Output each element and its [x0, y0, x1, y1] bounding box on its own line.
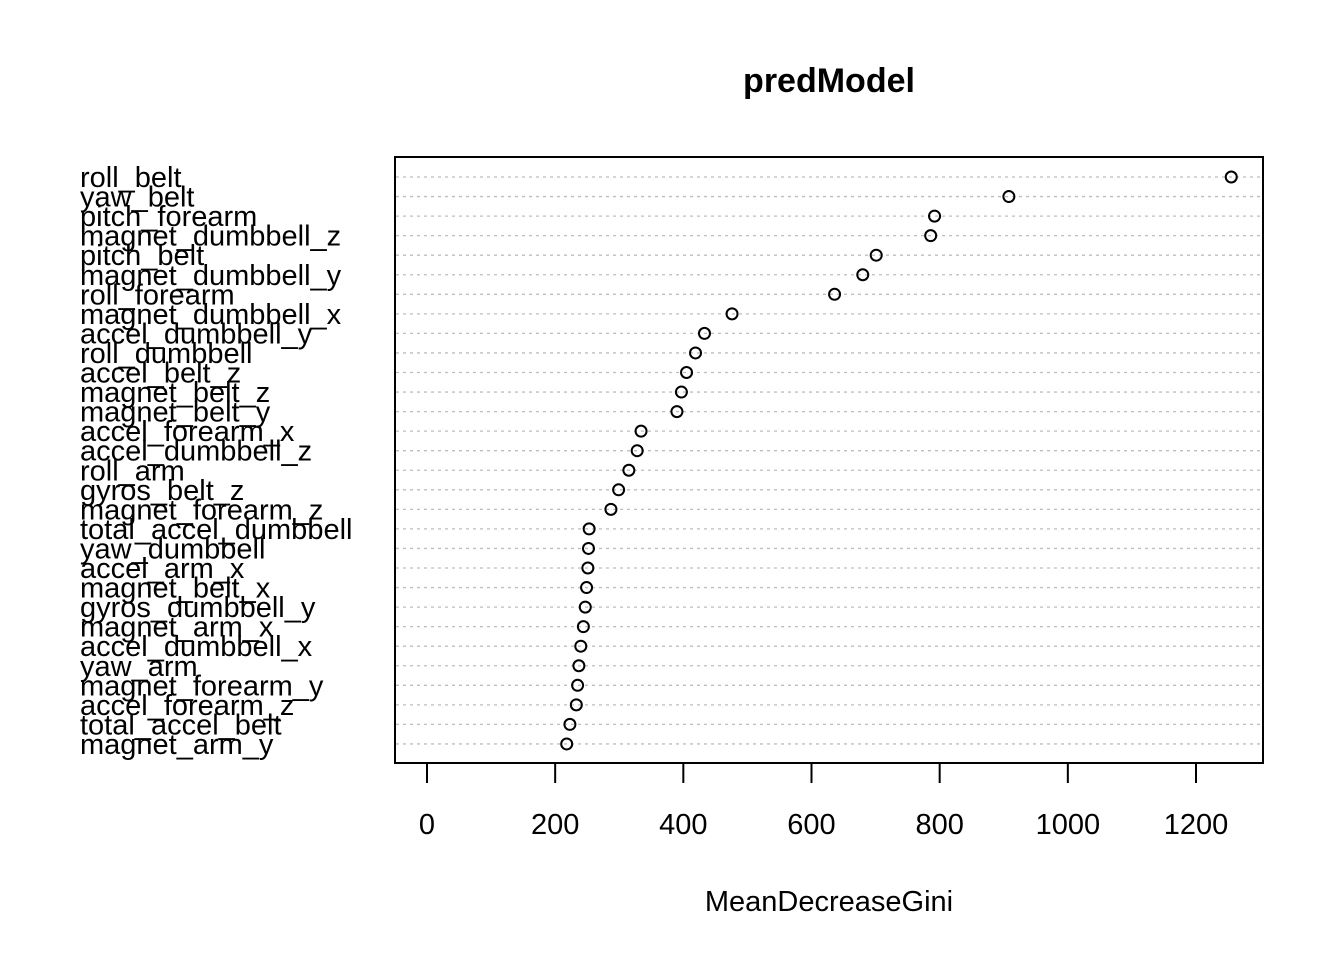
- category-label: magnet_belt_y: [80, 397, 271, 429]
- x-tick-label: 600: [787, 809, 835, 841]
- data-point: [828, 287, 842, 301]
- category-label: accel_arm_x: [80, 553, 245, 585]
- data-point: [560, 737, 574, 751]
- data-point: [680, 366, 694, 379]
- category-label: accel_dumbbell_x: [80, 631, 313, 663]
- data-point: [725, 307, 739, 321]
- category-label: gyros_belt_z: [80, 475, 244, 507]
- data-point: [634, 424, 648, 438]
- x-tick-label: 1200: [1164, 809, 1229, 841]
- x-tick-label: 400: [659, 809, 707, 841]
- data-point: [670, 405, 684, 419]
- category-label: accel_dumbbell_y: [80, 318, 313, 350]
- category-label: magnet_forearm_z: [80, 494, 323, 526]
- category-label: accel_dumbbell_z: [80, 436, 312, 468]
- category-label: magnet_belt_x: [80, 573, 271, 605]
- category-label: magnet_arm_y: [80, 729, 274, 761]
- category-label: yaw_arm: [80, 651, 198, 683]
- data-point: [924, 229, 938, 243]
- x-tick-label: 800: [915, 809, 963, 841]
- data-point: [674, 385, 688, 399]
- data-point: [572, 659, 586, 673]
- category-label: magnet_dumbbell_y: [80, 260, 342, 292]
- category-label: gyros_dumbbell_y: [80, 592, 316, 624]
- category-label: total_accel_belt: [80, 709, 282, 741]
- x-axis-ticks: 0 200 400 600 800 1000 1200: [419, 763, 1228, 841]
- category-label: magnet_arm_x: [80, 612, 274, 644]
- data-point: [563, 717, 577, 731]
- category-label: magnet_dumbbell_z: [80, 221, 341, 253]
- category-labels: roll_beltyaw_beltpitch_forearmmagnet_dum…: [80, 162, 352, 761]
- data-point: [928, 209, 942, 223]
- category-label: roll_dumbbell: [80, 338, 253, 370]
- data-point: [622, 463, 636, 477]
- category-label: yaw_dumbbell: [80, 533, 265, 565]
- data-point: [1002, 190, 1016, 204]
- data-point: [869, 248, 883, 262]
- grid-lines: [396, 176, 1262, 745]
- data-point: [582, 522, 596, 536]
- data-point: [856, 268, 870, 282]
- x-tick-label: 1000: [1036, 809, 1101, 841]
- plot-area-frame: [394, 156, 1264, 764]
- data-point: [689, 346, 703, 360]
- data-point: [630, 444, 644, 458]
- x-axis: 0 200 400 600 800 1000 1200: [419, 762, 1228, 841]
- data-point: [580, 581, 594, 595]
- category-label: accel_forearm_z: [80, 690, 294, 722]
- data-point: [1224, 170, 1238, 184]
- data-point: [571, 678, 585, 692]
- category-label: yaw_belt: [80, 182, 194, 214]
- x-tick-label: 0: [419, 809, 435, 841]
- category-label: roll_forearm: [80, 279, 235, 311]
- category-label: magnet_dumbbell_x: [80, 299, 342, 331]
- data-point: [578, 600, 592, 614]
- data-point: [697, 326, 711, 340]
- data-point: [576, 620, 590, 634]
- category-label: pitch_forearm: [80, 201, 257, 233]
- category-label: roll_belt: [80, 162, 182, 194]
- category-label: roll_arm: [80, 455, 185, 487]
- category-label: accel_forearm_x: [80, 416, 295, 448]
- category-label: total_accel_dumbbell: [80, 514, 352, 546]
- data-point: [604, 502, 618, 516]
- chart-title: predModel: [743, 62, 915, 100]
- data-point: [569, 698, 583, 712]
- category-label: magnet_belt_z: [80, 377, 270, 409]
- data-point: [581, 541, 595, 555]
- x-tick-label: 200: [531, 809, 579, 841]
- data-point: [574, 639, 588, 653]
- category-label: accel_belt_z: [80, 358, 241, 390]
- category-label: magnet_forearm_y: [80, 670, 324, 702]
- data-point: [581, 561, 595, 575]
- category-label: pitch_belt: [80, 240, 204, 272]
- data-point: [612, 483, 626, 497]
- x-axis-label: MeanDecreaseGini: [705, 886, 953, 918]
- data-points: [560, 170, 1238, 751]
